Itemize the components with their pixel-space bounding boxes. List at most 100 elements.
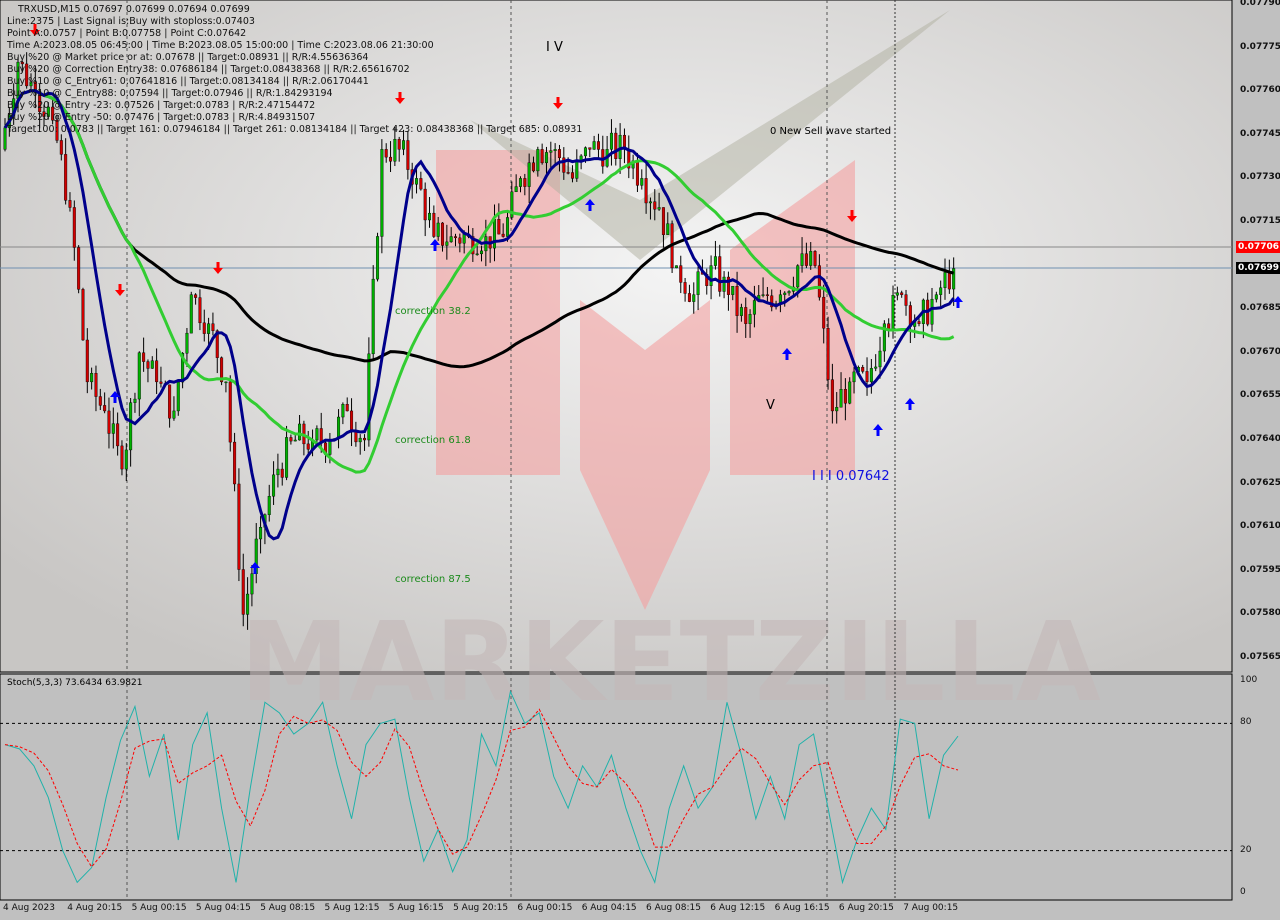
candle-body bbox=[345, 404, 349, 412]
candle-body bbox=[98, 396, 102, 406]
sell-arrow-icon bbox=[30, 24, 40, 36]
candle-body bbox=[272, 474, 276, 497]
candle-body bbox=[865, 371, 869, 383]
candle-body bbox=[3, 127, 7, 150]
candle-body bbox=[648, 201, 652, 204]
candle-body bbox=[432, 212, 436, 237]
candle-body bbox=[51, 106, 55, 121]
candle-body bbox=[189, 294, 193, 334]
price-axis-tick: 0.07640 bbox=[1240, 434, 1280, 444]
candle-body bbox=[822, 296, 826, 329]
candle-body bbox=[276, 468, 280, 476]
signal-info-line: Point A:0.0757 | Point B:0.07758 | Point… bbox=[7, 28, 247, 39]
candle-body bbox=[748, 314, 752, 324]
candle-body bbox=[133, 398, 137, 403]
candle-body bbox=[462, 233, 466, 244]
candle-body bbox=[267, 496, 271, 515]
candle-body bbox=[653, 201, 657, 210]
buy-arrow-icon bbox=[585, 199, 595, 211]
candle-body bbox=[852, 371, 856, 383]
candle-body bbox=[770, 295, 774, 308]
candle-body bbox=[869, 368, 873, 383]
candle-body bbox=[306, 443, 310, 450]
time-axis-tick: 6 Aug 08:15 bbox=[646, 903, 701, 913]
time-axis-tick: 5 Aug 12:15 bbox=[324, 903, 380, 913]
candle-body bbox=[168, 384, 172, 419]
time-axis-tick: 5 Aug 04:15 bbox=[195, 903, 251, 913]
candle-body bbox=[367, 353, 371, 441]
candle-body bbox=[718, 256, 722, 292]
candle-body bbox=[952, 268, 956, 290]
buy-arrow-icon bbox=[430, 239, 440, 251]
candle-body bbox=[111, 423, 115, 434]
price-axis-tick: 0.07760 bbox=[1240, 85, 1280, 96]
candle-body bbox=[393, 139, 397, 162]
signal-info-line: Buy %20 @ Entry -50: 0.07476 | Target:0.… bbox=[7, 112, 316, 123]
signal-info-line: Buy %20 @ Correction Entry38: 0.07686184… bbox=[7, 64, 410, 75]
candle-body bbox=[172, 410, 176, 419]
candle-body bbox=[29, 81, 33, 87]
candle-body bbox=[358, 437, 362, 443]
candle-body bbox=[449, 236, 453, 243]
candle-body bbox=[423, 188, 427, 221]
candle-body bbox=[293, 439, 297, 442]
candle-body bbox=[194, 294, 198, 298]
candle-body bbox=[46, 106, 50, 117]
candle-body bbox=[839, 389, 843, 408]
candle-body bbox=[518, 178, 522, 187]
candle-body bbox=[155, 360, 159, 383]
candle-body bbox=[692, 294, 696, 302]
candle-body bbox=[77, 247, 81, 290]
candle-body bbox=[817, 265, 821, 298]
price-axis-tick: 0.07595 bbox=[1240, 564, 1280, 575]
watermark-logo-left bbox=[436, 150, 560, 475]
stoch-k-line bbox=[4, 689, 959, 885]
candle-body bbox=[947, 272, 951, 290]
price-axis-tick: 0.07745 bbox=[1240, 128, 1280, 139]
candle-body bbox=[544, 152, 548, 164]
wave-iii-label: I I I 0.07642 bbox=[812, 469, 890, 484]
stoch-axis-tick: 20 bbox=[1240, 844, 1252, 855]
candle-body bbox=[220, 357, 224, 383]
stoch-pane bbox=[0, 673, 1233, 901]
time-axis-tick: 5 Aug 00:15 bbox=[131, 903, 187, 913]
correction-61-label: correction 61.8 bbox=[395, 435, 471, 446]
candle-body bbox=[575, 161, 579, 179]
candle-body bbox=[683, 282, 687, 294]
candle-body bbox=[124, 449, 128, 470]
time-axis-tick: 6 Aug 04:15 bbox=[581, 903, 637, 913]
candle-body bbox=[666, 223, 670, 235]
candle-body bbox=[341, 404, 345, 418]
candle-body bbox=[384, 149, 388, 158]
bid-price-tag: 0.07699 bbox=[1236, 262, 1280, 274]
candle-body bbox=[939, 287, 943, 295]
candle-body bbox=[107, 410, 111, 434]
candle-body bbox=[674, 265, 678, 269]
price-axis-tick: 0.07565 bbox=[1240, 652, 1280, 662]
stoch-axis-tick: 0 bbox=[1240, 887, 1246, 897]
candle-body bbox=[566, 172, 570, 174]
candle-body bbox=[679, 265, 683, 283]
candle-body bbox=[583, 147, 587, 157]
candle-body bbox=[237, 483, 241, 570]
candle-body bbox=[328, 439, 332, 455]
signal-info-line: Line:2375 | Last Signal is:Buy with stop… bbox=[7, 16, 255, 27]
candle-body bbox=[402, 140, 406, 150]
candle-body bbox=[116, 423, 120, 447]
signal-info-line: Buy %10 @ C_Entry88: 0.07594 || Target:0… bbox=[7, 88, 333, 99]
candle-body bbox=[228, 381, 232, 443]
candle-body bbox=[804, 253, 808, 266]
sell-arrow-icon bbox=[213, 262, 223, 274]
candle-body bbox=[562, 157, 566, 173]
candle-body bbox=[81, 289, 85, 341]
candle-body bbox=[830, 379, 834, 412]
time-axis-tick: 4 Aug 20:15 bbox=[67, 903, 123, 913]
candle-body bbox=[722, 276, 726, 292]
stoch-axis-tick: 80 bbox=[1240, 717, 1252, 728]
candle-body bbox=[211, 323, 215, 331]
candle-body bbox=[103, 405, 107, 412]
candle-body bbox=[458, 237, 462, 244]
candle-body bbox=[553, 149, 557, 151]
